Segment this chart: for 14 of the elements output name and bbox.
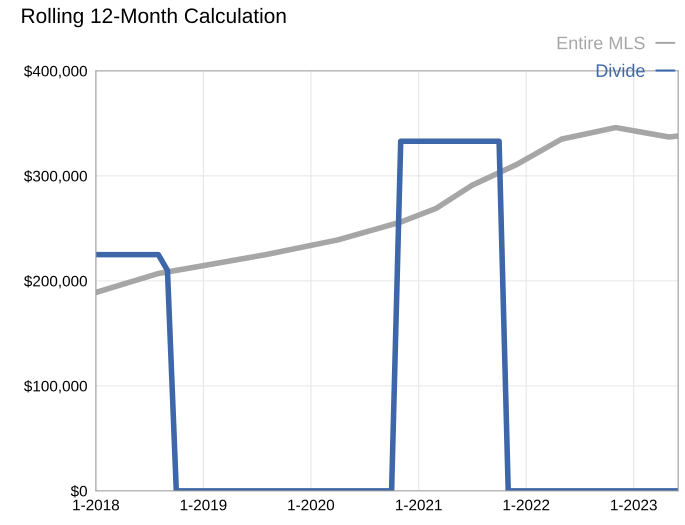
y-tick-label: $0 [70, 485, 87, 498]
chart-title: Rolling 12-Month Calculation [22, 8, 286, 28]
x-tick-label: 1-2020 [288, 500, 334, 510]
y-tick-label: $100,000 [24, 380, 87, 394]
x-tick-label: 1-2022 [504, 500, 550, 510]
x-tick-label: 1-2018 [73, 500, 120, 510]
x-tick-label: 1-2019 [180, 500, 226, 510]
y-tick-label: $300,000 [24, 170, 87, 184]
legend-label: Divide [596, 64, 645, 78]
x-tick-label: 1-2023 [611, 500, 657, 510]
y-tick-label: $200,000 [24, 275, 87, 288]
y-tick-label: $400,000 [24, 65, 87, 78]
legend-label: Entire MLS [558, 36, 645, 50]
x-tick-label: 1-2021 [396, 500, 442, 510]
